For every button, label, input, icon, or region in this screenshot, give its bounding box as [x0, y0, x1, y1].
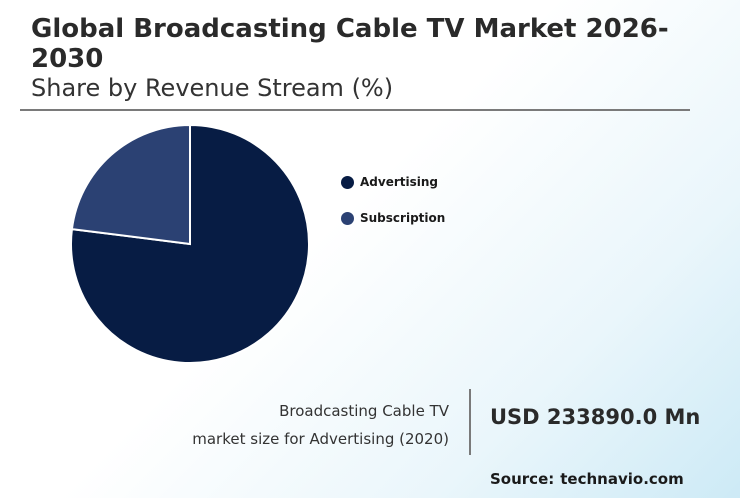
source-label: Source: [490, 470, 555, 488]
legend-label-subscription: Subscription [360, 211, 446, 225]
pie-slice-subscription [70, 123, 191, 246]
legend-item-advertising: Advertising [341, 174, 445, 190]
market-size-value: USD 233890.0 Mn [490, 405, 701, 429]
chart-title: Global Broadcasting Cable TV Market 2026… [31, 14, 669, 74]
legend-label-advertising: Advertising [360, 175, 438, 189]
legend-item-subscription: Subscription [341, 210, 445, 226]
caption-divider [469, 389, 471, 455]
title-divider [20, 109, 690, 111]
chart-legend: Advertising Subscription [341, 174, 445, 246]
caption-line-2: market size for Advertising (2020) [192, 430, 449, 448]
source-name: technavio.com [560, 470, 684, 488]
legend-swatch-subscription [341, 211, 354, 225]
source-credit: Source: technavio.com [490, 470, 684, 488]
market-size-caption: Broadcasting Cable TV market size for Ad… [192, 397, 449, 453]
legend-swatch-advertising [341, 175, 354, 189]
caption-line-1: Broadcasting Cable TV [279, 402, 449, 420]
chart-subtitle: Share by Revenue Stream (%) [31, 74, 394, 102]
